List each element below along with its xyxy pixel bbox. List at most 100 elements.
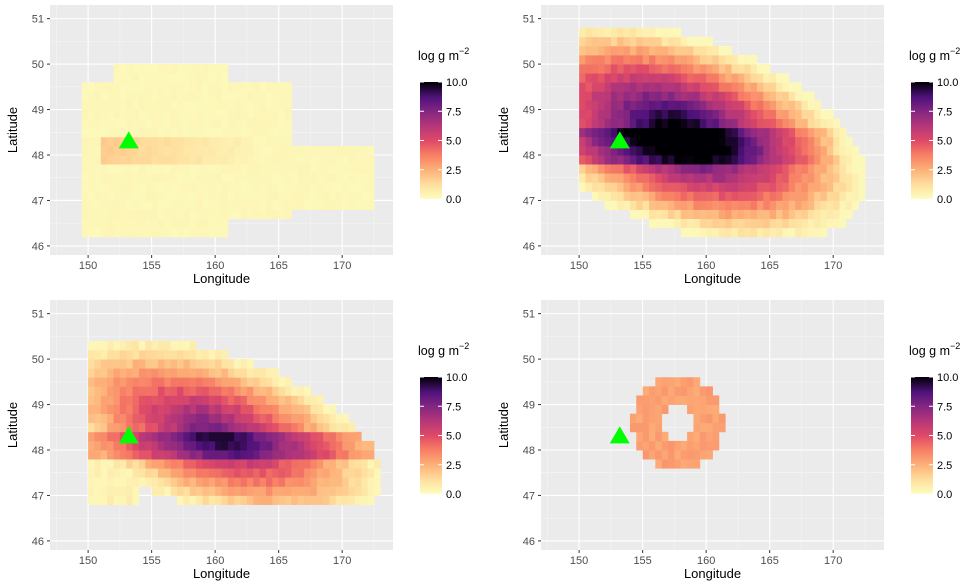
heatmap-cell: [579, 136, 586, 147]
heatmap-cell: [642, 155, 650, 165]
heatmap-cell: [234, 450, 241, 460]
heatmap-cell: [157, 422, 165, 433]
heatmap-cell: [782, 118, 790, 129]
heatmap-cell: [610, 36, 618, 47]
heatmap-cell: [183, 422, 191, 433]
heatmap-cell: [202, 73, 210, 83]
heatmap-cell: [259, 486, 267, 496]
heatmap-cell: [648, 109, 656, 120]
heatmap-cell: [297, 440, 305, 451]
heatmap-cell: [769, 136, 777, 147]
heatmap-cell: [655, 82, 663, 92]
heatmap-cell: [272, 155, 280, 165]
heatmap-cell: [272, 431, 280, 442]
heatmap-cell: [725, 155, 732, 165]
heatmap-cell: [208, 82, 216, 92]
heatmap-cell: [648, 404, 656, 415]
heatmap-cell: [113, 91, 121, 101]
heatmap-cell: [579, 73, 586, 83]
heatmap-cell: [598, 145, 605, 156]
y-tick-label: 51: [32, 309, 44, 321]
heatmap-cell: [712, 82, 720, 92]
heatmap-cell: [731, 164, 739, 174]
heatmap-cell: [801, 91, 809, 101]
heatmap-cell: [202, 64, 210, 74]
heatmap-cell: [196, 136, 203, 147]
heatmap-cell: [674, 155, 682, 165]
heatmap-cell: [272, 368, 280, 378]
heatmap-cell: [795, 91, 802, 101]
heatmap-cell: [680, 227, 688, 238]
heatmap-cell: [316, 450, 324, 460]
heatmap-cell: [107, 145, 114, 156]
heatmap-cell: [272, 386, 280, 396]
heatmap-cell: [316, 477, 324, 487]
heatmap-cell: [164, 136, 172, 147]
heatmap-cell: [579, 182, 586, 192]
y-tick-label: 51: [523, 309, 535, 321]
heatmap-cell: [113, 173, 121, 183]
heatmap-cell: [845, 200, 853, 210]
heatmap-cell: [693, 209, 701, 220]
heatmap-cell: [782, 73, 790, 83]
heatmap-cell: [361, 477, 368, 487]
heatmap-cell: [304, 395, 311, 405]
heatmap-cell: [617, 164, 624, 174]
heatmap-cell: [642, 440, 650, 451]
heatmap-cell: [234, 91, 241, 101]
heatmap-cell: [189, 109, 197, 120]
heatmap-cell: [579, 164, 586, 174]
heatmap-cell: [833, 218, 840, 229]
chart-panel-1: 150 155 160 165 170464748495051LongitudeLati…: [5, 5, 469, 286]
heatmap-cell: [81, 182, 89, 192]
heatmap-cell: [94, 404, 102, 415]
y-tick-label: 48: [523, 150, 535, 162]
heatmap-cell: [100, 477, 108, 487]
heatmap-cell: [604, 100, 612, 110]
heatmap-cell: [674, 136, 682, 147]
heatmap-cell: [814, 136, 821, 147]
heatmap-cell: [202, 350, 210, 360]
heatmap-cell: [348, 459, 356, 469]
heatmap-cell: [221, 209, 229, 220]
heatmap-cell: [285, 486, 292, 496]
heatmap-cell: [189, 73, 197, 83]
heatmap-cell: [234, 422, 241, 433]
heatmap-cell: [310, 173, 318, 183]
heatmap-cell: [833, 182, 840, 192]
heatmap-cell: [680, 459, 688, 469]
heatmap-cell: [706, 209, 713, 220]
heatmap-cell: [661, 73, 669, 83]
heatmap-cell: [699, 395, 707, 405]
heatmap-cell: [189, 431, 197, 442]
heatmap-cell: [177, 431, 184, 442]
heatmap-cell: [119, 82, 127, 92]
heatmap-cell: [642, 200, 650, 210]
heatmap-cell: [177, 340, 184, 351]
heatmap-cell: [297, 182, 305, 192]
heatmap-cell: [668, 27, 675, 38]
heatmap-cell: [782, 145, 790, 156]
heatmap-cell: [629, 155, 637, 165]
heatmap-cell: [164, 100, 172, 110]
heatmap-cell: [100, 82, 108, 92]
heatmap-cell: [164, 431, 172, 442]
heatmap-cell: [687, 395, 694, 405]
heatmap-cell: [623, 182, 631, 192]
heatmap-cell: [706, 218, 713, 229]
heatmap-cell: [579, 109, 586, 120]
heatmap-cell: [769, 209, 777, 220]
heatmap-cell: [648, 155, 656, 165]
heatmap-cell: [215, 368, 222, 378]
heatmap-cell: [655, 145, 663, 156]
heatmap-cell: [636, 118, 644, 129]
heatmap-cell: [100, 368, 108, 378]
heatmap-cell: [629, 45, 637, 56]
heatmap-cell: [291, 200, 299, 210]
heatmap-cell: [227, 450, 235, 460]
heatmap-cell: [164, 459, 172, 469]
heatmap-cell: [215, 413, 222, 424]
heatmap-cell: [297, 486, 305, 496]
heatmap-cell: [655, 64, 663, 74]
heatmap-cell: [272, 404, 280, 415]
